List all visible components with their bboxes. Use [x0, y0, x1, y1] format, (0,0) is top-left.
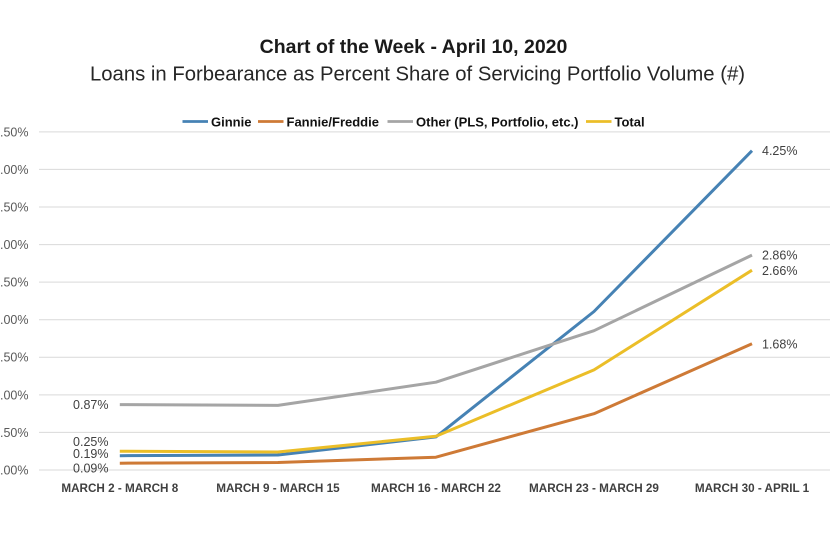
svg-text:2.00%: 2.00% [0, 313, 29, 327]
svg-text:0.00%: 0.00% [0, 463, 29, 477]
svg-text:2.66%: 2.66% [762, 264, 797, 278]
svg-text:Other (PLS, Portfolio, etc.): Other (PLS, Portfolio, etc.) [416, 115, 579, 130]
svg-text:0.09%: 0.09% [73, 462, 108, 476]
svg-text:1.50%: 1.50% [0, 351, 29, 365]
svg-text:Chart of the Week - April 10,: Chart of the Week - April 10, 2020 [260, 36, 568, 58]
svg-text:Ginnie: Ginnie [211, 115, 251, 130]
svg-text:4.50%: 4.50% [0, 125, 29, 139]
svg-text:Total: Total [615, 115, 645, 130]
svg-text:Fannie/Freddie: Fannie/Freddie [287, 115, 379, 130]
svg-text:4.00%: 4.00% [0, 163, 29, 177]
svg-text:MARCH 9 - MARCH 15: MARCH 9 - MARCH 15 [216, 482, 340, 495]
svg-text:Loans in Forbearance as Percen: Loans in Forbearance as Percent Share of… [90, 64, 745, 86]
svg-text:0.19%: 0.19% [73, 447, 108, 461]
svg-text:3.00%: 3.00% [0, 238, 29, 252]
svg-text:MARCH 2 - MARCH 8: MARCH 2 - MARCH 8 [61, 482, 178, 495]
svg-text:3.50%: 3.50% [0, 200, 29, 214]
svg-text:MARCH 23 - MARCH 29: MARCH 23 - MARCH 29 [529, 482, 659, 495]
svg-text:0.50%: 0.50% [0, 426, 29, 440]
svg-text:1.68%: 1.68% [762, 338, 797, 352]
svg-text:1.00%: 1.00% [0, 388, 29, 402]
svg-text:MARCH 30 - APRIL 1: MARCH 30 - APRIL 1 [695, 482, 810, 495]
svg-text:2.50%: 2.50% [0, 276, 29, 290]
svg-text:2.86%: 2.86% [762, 249, 797, 263]
svg-text:4.25%: 4.25% [762, 144, 797, 158]
svg-text:0.25%: 0.25% [73, 435, 108, 449]
svg-text:MARCH 16 - MARCH 22: MARCH 16 - MARCH 22 [371, 482, 501, 495]
svg-text:0.87%: 0.87% [73, 398, 108, 412]
